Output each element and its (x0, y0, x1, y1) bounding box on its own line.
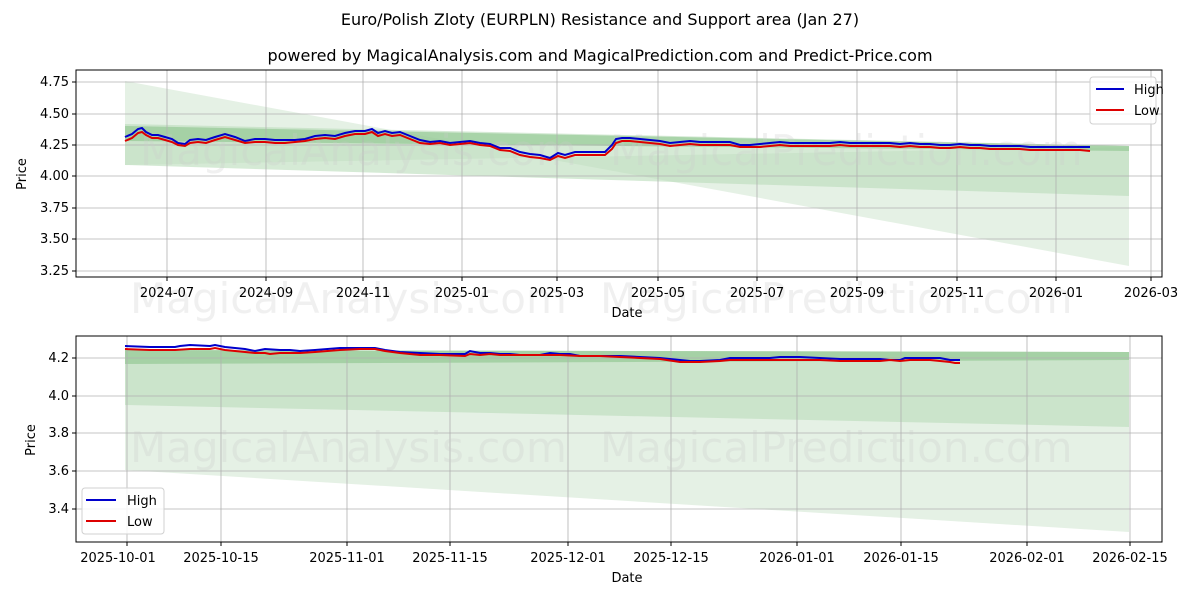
svg-text:4.2: 4.2 (48, 351, 69, 366)
watermark: MagicalAnalysis.com (130, 423, 567, 472)
svg-text:2025-10-15: 2025-10-15 (183, 551, 259, 566)
legend-low-label: Low (127, 515, 153, 530)
chart-title: Euro/Polish Zloty (EURPLN) Resistance an… (340, 10, 860, 29)
svg-text:2025-01: 2025-01 (435, 286, 489, 301)
svg-text:2026-01-01: 2026-01-01 (759, 551, 835, 566)
svg-text:2026-02-15: 2026-02-15 (1092, 551, 1168, 566)
svg-text:4.50: 4.50 (40, 107, 69, 122)
top-y-label: Price (15, 158, 30, 190)
bottom-y-label: Price (24, 424, 39, 456)
svg-text:2026-02-01: 2026-02-01 (989, 551, 1065, 566)
bottom-x-axis: 2025-10-01 2025-10-15 2025-11-01 2025-11… (80, 542, 1168, 586)
top-y-axis: 4.75 4.50 4.25 4.00 3.75 3.50 3.25 Price (15, 75, 76, 279)
watermark: MagicalPrediction.com (600, 423, 1073, 472)
watermark: MagicalPrediction.com (600, 274, 1073, 323)
svg-text:4.75: 4.75 (40, 75, 69, 90)
watermark: MagicalAnalysis.com (130, 274, 567, 323)
svg-text:2025-10-01: 2025-10-01 (80, 551, 156, 566)
svg-text:4.25: 4.25 (40, 138, 69, 153)
top-legend: High Low (1089, 76, 1164, 125)
svg-text:3.4: 3.4 (48, 502, 69, 517)
svg-text:2025-11-01: 2025-11-01 (309, 551, 385, 566)
svg-text:3.8: 3.8 (48, 426, 69, 441)
top-chart-plot: MagicalAnalysis.com MagicalPrediction.co… (15, 69, 1178, 323)
svg-text:3.6: 3.6 (48, 464, 69, 479)
svg-text:2024-11: 2024-11 (336, 286, 390, 301)
series-low-line (124, 130, 1091, 162)
svg-text:3.50: 3.50 (40, 232, 69, 247)
legend-high-label: High (127, 494, 157, 509)
svg-text:2025-09: 2025-09 (830, 286, 884, 301)
svg-text:2025-11-15: 2025-11-15 (412, 551, 488, 566)
svg-text:3.75: 3.75 (40, 201, 69, 216)
svg-text:2026-03: 2026-03 (1124, 286, 1178, 301)
grid-lines (76, 336, 1162, 542)
svg-text:4.00: 4.00 (40, 169, 69, 184)
series-high-line (124, 126, 1090, 160)
svg-text:2024-07: 2024-07 (140, 286, 194, 301)
series-low-line (124, 346, 960, 364)
svg-text:2025-12-01: 2025-12-01 (530, 551, 606, 566)
svg-text:2024-09: 2024-09 (239, 286, 293, 301)
svg-text:2025-05: 2025-05 (631, 286, 685, 301)
grid-lines (76, 70, 1162, 277)
svg-text:2025-03: 2025-03 (530, 286, 584, 301)
bottom-x-label: Date (611, 571, 642, 586)
svg-text:4.0: 4.0 (48, 389, 69, 404)
bottom-y-axis: 4.2 4.0 3.8 3.6 3.4 Price (24, 351, 76, 517)
bottom-legend: High Low (81, 487, 165, 535)
svg-text:2025-12-15: 2025-12-15 (633, 551, 709, 566)
top-x-axis: 2024-07 2024-09 2024-11 2025-01 2025-03 … (140, 277, 1178, 321)
watermark: MagicalPrediction.com (610, 126, 1083, 175)
svg-text:2026-01-15: 2026-01-15 (863, 551, 939, 566)
bottom-axes-frame (75, 335, 1163, 543)
svg-text:2025-11: 2025-11 (930, 286, 984, 301)
svg-text:2026-01: 2026-01 (1029, 286, 1083, 301)
svg-text:2025-07: 2025-07 (730, 286, 784, 301)
top-axes-frame (75, 69, 1163, 278)
bottom-chart-plot: MagicalAnalysis.com MagicalPrediction.co… (24, 335, 1168, 586)
legend-low-label: Low (1134, 104, 1160, 119)
band-middle (125, 350, 1129, 427)
top-x-label: Date (611, 306, 642, 321)
chart-subtitle: powered by MagicalAnalysis.com and Magic… (267, 46, 933, 65)
svg-text:3.25: 3.25 (40, 264, 69, 279)
legend-high-label: High (1134, 83, 1164, 98)
